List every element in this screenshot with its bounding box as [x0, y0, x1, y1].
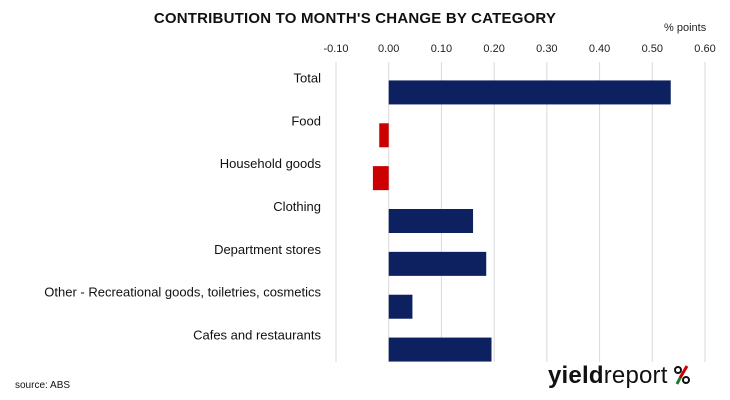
- bar: [372, 166, 389, 191]
- bar: [388, 337, 492, 362]
- category-label: Department stores: [214, 242, 321, 257]
- bar: [388, 80, 671, 105]
- x-tick-label: -0.10: [323, 43, 348, 55]
- category-label: Household goods: [220, 156, 322, 171]
- category-label: Cafes and restaurants: [193, 328, 321, 343]
- chart-title-text: CONTRIBUTION TO MONTH'S CHANGE BY CATEGO…: [153, 10, 557, 27]
- bar: [388, 251, 487, 276]
- x-tick-label: 0.40: [589, 43, 610, 55]
- logo-word-report: report: [603, 362, 668, 389]
- logo-percent-symbol: [674, 362, 691, 390]
- bar: [379, 123, 389, 148]
- source-note: source: ABS: [15, 380, 71, 391]
- category-label: Clothing: [273, 199, 321, 214]
- category-label: Total: [294, 70, 322, 85]
- x-tick-label: 0.20: [483, 43, 504, 55]
- x-tick-label: 0.50: [642, 43, 663, 55]
- bar: [388, 209, 474, 233]
- chart-title: CONTRIBUTION TO MONTH'S CHANGE BY CATEGO…: [0, 10, 730, 27]
- x-tick-label: 0.30: [536, 43, 557, 55]
- x-tick-label: 0.00: [378, 43, 399, 55]
- x-tick-label: 0.10: [431, 43, 452, 55]
- category-label: Other - Recreational goods, toiletries, …: [44, 285, 321, 300]
- bar: [388, 294, 413, 319]
- percent-icon: [674, 365, 691, 385]
- axis-unit-label: % points: [664, 22, 707, 34]
- yieldreport-logo: yieldreport: [548, 362, 691, 390]
- x-tick-label: 0.60: [694, 43, 715, 55]
- logo-word-yield: yield: [548, 362, 604, 389]
- category-label: Food: [291, 113, 321, 128]
